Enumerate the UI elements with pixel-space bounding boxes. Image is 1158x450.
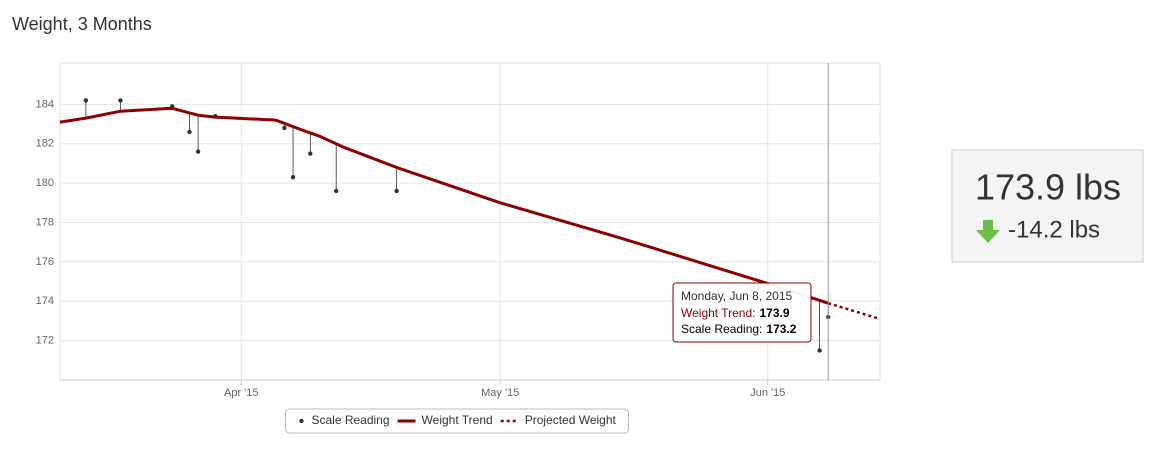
weight-change: -14.2 lbs bbox=[1008, 216, 1100, 243]
y-tick-label: 172 bbox=[36, 335, 54, 347]
x-tick-label: Jun '15 bbox=[750, 387, 785, 399]
tooltip-box bbox=[672, 282, 812, 343]
tooltip-row: Weight Trend: 173.9 bbox=[681, 306, 790, 320]
legend-box bbox=[284, 408, 630, 434]
scale-reading bbox=[195, 149, 201, 154]
current-weight: 173.9 lbs bbox=[975, 167, 1121, 208]
scale-reading bbox=[817, 348, 822, 353]
chart-title: Weight, 3 Months bbox=[12, 14, 152, 34]
y-tick-label: 184 bbox=[36, 98, 54, 110]
scale-reading bbox=[118, 98, 123, 103]
y-tick-label: 180 bbox=[36, 177, 54, 189]
tooltip-row: Scale Reading: 173.2 bbox=[681, 322, 797, 336]
legend-label: Weight Trend bbox=[422, 413, 493, 427]
scale-reading bbox=[394, 188, 399, 194]
legend-label: Scale Reading bbox=[311, 413, 389, 427]
scale-reading bbox=[83, 98, 89, 103]
y-tick-label: 182 bbox=[36, 138, 54, 150]
tooltip-date: Monday, Jun 8, 2015 bbox=[681, 289, 793, 303]
legend: Scale Reading Weight Trend Projected Weigh… bbox=[284, 408, 630, 434]
summary-panel bbox=[951, 149, 1144, 263]
scale-reading bbox=[282, 125, 287, 131]
tooltip-value: 173.2 bbox=[766, 322, 796, 336]
tooltip: Monday, Jun 8, 2015 Weight Trend: 173.9 Sca… bbox=[672, 282, 812, 343]
x-tick-label: Apr '15 bbox=[224, 387, 259, 399]
y-tick-label: 178 bbox=[36, 216, 54, 228]
scale-reading bbox=[334, 188, 339, 194]
scale-reading bbox=[308, 151, 313, 156]
tooltip-value: 173.9 bbox=[759, 306, 789, 320]
y-tick-label: 176 bbox=[36, 256, 54, 268]
y-tick-label: 174 bbox=[36, 295, 54, 307]
scale-reading bbox=[290, 174, 296, 180]
down-arrow-icon bbox=[976, 220, 1000, 243]
tooltip-label: Weight Trend: bbox=[681, 306, 755, 320]
x-tick-label: May '15 bbox=[481, 387, 519, 399]
scale-reading bbox=[187, 129, 192, 135]
trend-line bbox=[59, 106, 829, 305]
tooltip-label: Scale Reading: bbox=[681, 322, 762, 336]
legend-label: Projected Weight bbox=[525, 413, 617, 427]
legend-symbol bbox=[299, 418, 304, 424]
